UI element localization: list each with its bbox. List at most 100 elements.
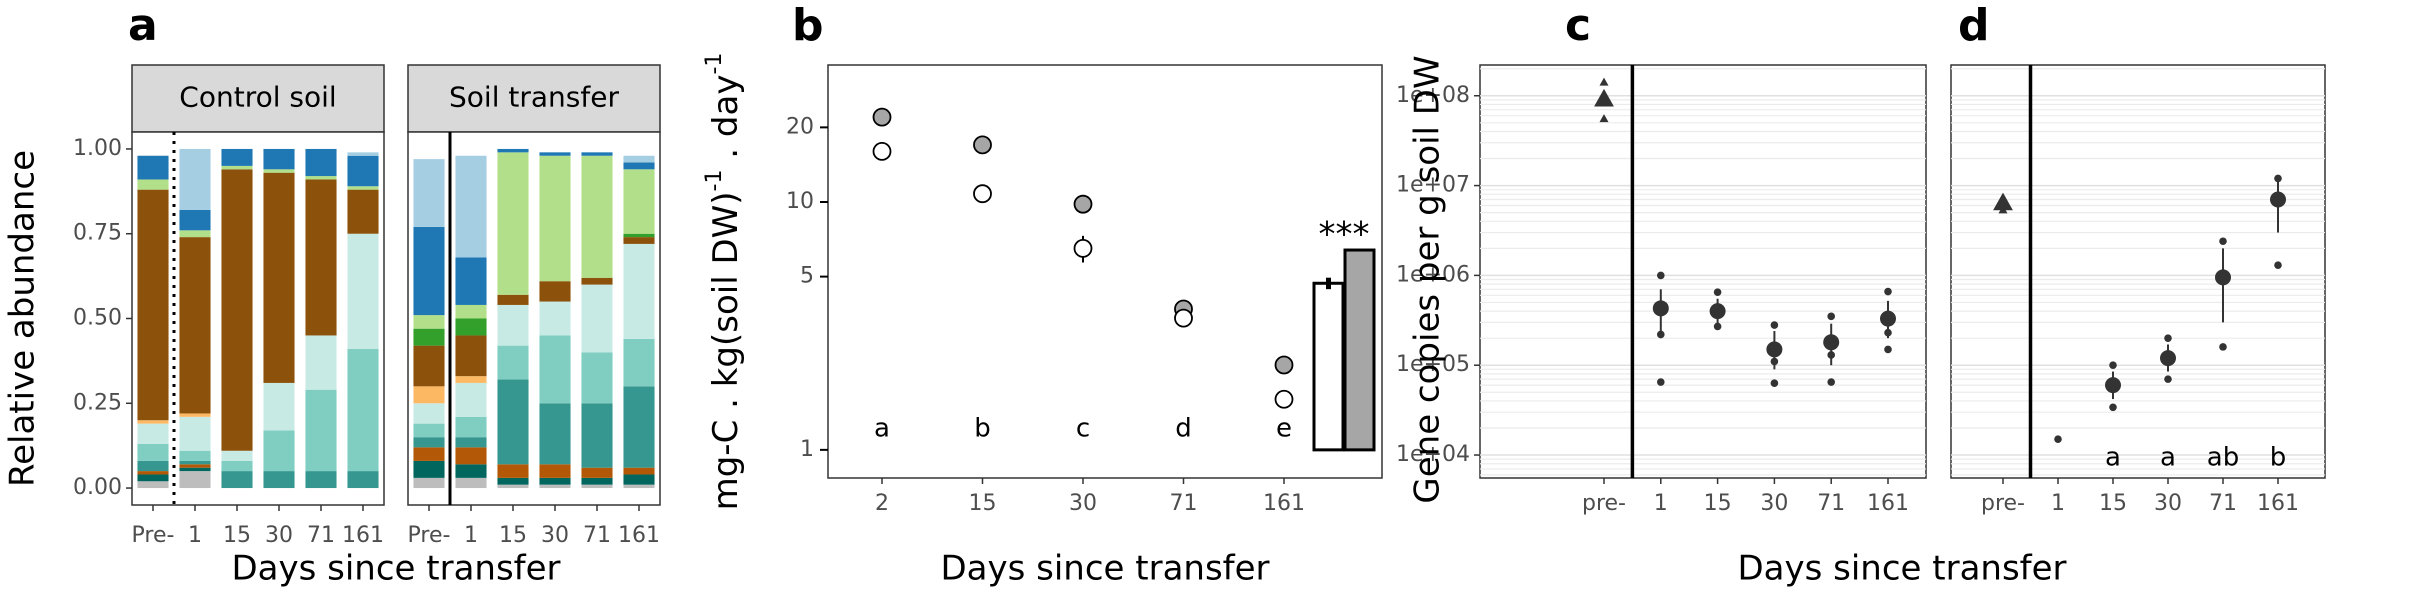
bar-segment — [347, 155, 379, 187]
bar-segment — [413, 460, 445, 478]
replicate — [1884, 345, 1892, 354]
point — [872, 141, 892, 161]
bar-segment — [623, 155, 655, 163]
replicate — [1657, 330, 1665, 339]
x-tick-label: 15 — [2099, 491, 2127, 516]
replicate — [1884, 328, 1892, 337]
x-tick-label: 71 — [307, 523, 335, 548]
mean-point — [1880, 310, 1896, 327]
replicate — [2219, 343, 2227, 351]
bar-segment — [623, 484, 655, 489]
x-tick-label: 161 — [618, 523, 660, 548]
bar-segment — [455, 416, 487, 438]
y-tick-label: 0.00 — [73, 475, 122, 500]
replicate — [2164, 334, 2172, 342]
point — [1274, 355, 1294, 375]
facet-strip — [407, 64, 661, 133]
point — [1174, 308, 1193, 328]
x-axis-title: Days since transfer — [940, 549, 1269, 589]
bar-segment — [137, 179, 169, 190]
bar-segment — [263, 148, 295, 170]
bar-segment — [539, 155, 571, 282]
point — [1274, 389, 1294, 409]
x-tick-label: Pre- — [408, 523, 451, 548]
group-letter: d — [1175, 414, 1192, 444]
bar-segment — [347, 349, 379, 472]
group-letter: b — [974, 414, 991, 444]
bar-segment — [221, 169, 253, 451]
bar-segment — [497, 304, 529, 346]
bar-segment — [413, 226, 445, 316]
replicate — [1770, 379, 1779, 388]
x-tick-label: 71 — [2209, 491, 2237, 516]
bar — [1343, 248, 1376, 452]
bar-segment — [221, 148, 253, 166]
y-tick-label: 20 — [786, 114, 814, 139]
x-axis-title: Days since transfer — [231, 549, 560, 589]
bar-segment — [455, 437, 487, 448]
facet-panel — [407, 131, 661, 506]
x-tick-label: 1 — [2051, 491, 2065, 516]
bar-segment — [413, 477, 445, 489]
bar-segment — [137, 155, 169, 180]
x-tick-label: 15 — [223, 523, 251, 548]
point — [973, 184, 992, 204]
mean-point — [2270, 191, 2286, 208]
bar-segment — [179, 148, 211, 210]
y-tick-label: 10 — [786, 189, 814, 214]
x-tick-label: 1 — [188, 523, 202, 548]
bar-segment — [581, 403, 613, 468]
y-tick-label: 1e+05 — [1396, 352, 1470, 377]
bar-segment — [137, 471, 169, 475]
y-tick-label: 1.00 — [73, 136, 122, 161]
bar-segment — [179, 237, 211, 414]
panel-label: c — [1565, 0, 1591, 51]
mean-point — [1652, 300, 1669, 317]
replicate — [1770, 321, 1779, 329]
y-tick-label: 1e+04 — [1396, 442, 1470, 467]
y-axis-title: mg-C . kg(soil DW)-1 . day-1 — [702, 53, 746, 511]
bar-segment — [137, 189, 169, 421]
point — [872, 107, 892, 127]
mean-point — [2105, 377, 2121, 394]
x-tick-label: 2 — [875, 491, 889, 516]
bar-segment — [347, 186, 379, 190]
group-letter: a — [2105, 443, 2121, 473]
point — [1073, 194, 1093, 214]
replicate — [2054, 435, 2062, 444]
replicate — [2219, 237, 2227, 246]
bar-segment — [581, 152, 613, 156]
x-tick-label: 1 — [1654, 491, 1668, 516]
group-letter: c — [1076, 414, 1090, 444]
facet-title: Soil transfer — [449, 81, 619, 114]
y-tick-label: 0.50 — [73, 306, 122, 331]
bar-segment — [623, 338, 655, 387]
bar-segment — [347, 471, 379, 489]
bar-segment — [221, 471, 253, 489]
y-axis-title: Gene copies per g soil DW — [1408, 55, 1448, 503]
y-tick-label: 1e+08 — [1396, 83, 1470, 108]
bar-segment — [413, 315, 445, 329]
bar-segment — [347, 233, 379, 350]
y-tick-label: 1e+07 — [1396, 173, 1470, 198]
mean-point — [1993, 192, 2013, 211]
bar-segment — [455, 155, 487, 258]
bar-segment — [263, 471, 295, 489]
bar-segment — [497, 294, 529, 305]
group-letter: b — [2270, 443, 2287, 473]
replicate — [1884, 287, 1892, 296]
bar-segment — [539, 464, 571, 478]
bar-segment — [497, 345, 529, 380]
bar-segment — [539, 335, 571, 404]
bar-segment — [413, 386, 445, 404]
replicate — [1713, 288, 1722, 296]
y-axis-title-part: -1 — [702, 170, 727, 192]
bar-segment — [581, 484, 613, 489]
bar-segment — [539, 281, 571, 302]
bar-segment — [263, 169, 295, 173]
x-axis-title: Days since transfer — [1737, 549, 2066, 589]
bar-segment — [179, 450, 211, 461]
x-tick-label: 15 — [969, 491, 997, 516]
y-axis-title-part: mg-C . kg(soil DW) — [706, 191, 746, 510]
